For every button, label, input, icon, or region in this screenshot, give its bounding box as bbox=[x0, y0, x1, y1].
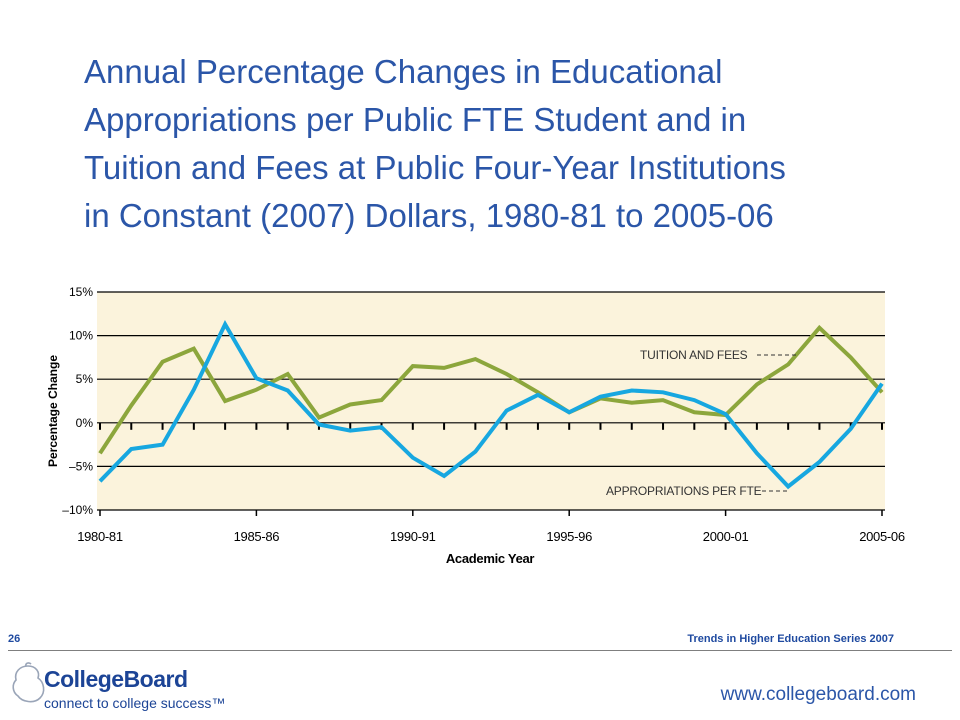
title-line-2: Appropriations per Public FTE Student an… bbox=[84, 101, 747, 138]
x-tick-label-5: 2005-06 bbox=[859, 529, 905, 544]
x-tick-label-2: 1990-91 bbox=[390, 529, 436, 544]
y-axis-label: Percentage Change bbox=[46, 355, 60, 467]
y-tick-label-1: 10% bbox=[69, 329, 93, 343]
y-tick-label-2: 5% bbox=[76, 372, 94, 386]
y-tick-label-0: 15% bbox=[69, 285, 93, 299]
y-tick-label-5: –10% bbox=[62, 503, 93, 517]
website-url: www.collegeboard.com bbox=[720, 684, 916, 705]
tuition-and-fees-label: TUITION AND FEES bbox=[640, 348, 748, 362]
line-chart: 15% 10% 5% 0% –5% –10% 1980-81 1985-86 1990-91 19… bbox=[46, 285, 905, 566]
x-tick-label-4: 2000-01 bbox=[703, 529, 749, 544]
appropriations-per-fte-label: APPROPRIATIONS PER FTE bbox=[606, 484, 762, 498]
x-tick-label-3: 1995-96 bbox=[546, 529, 592, 544]
x-tick-label-0: 1980-81 bbox=[77, 529, 123, 544]
x-axis-label: Academic Year bbox=[446, 551, 535, 566]
title-line-3: Tuition and Fees at Public Four-Year Ins… bbox=[84, 149, 786, 186]
tuition-and-fees-line bbox=[98, 324, 884, 455]
plot-background bbox=[97, 292, 885, 510]
collegeboard-logo: CollegeBoard connect to college success™ bbox=[10, 660, 250, 716]
y-tick-label-4: –5% bbox=[69, 459, 93, 473]
slide-title: Annual Percentage Changes in Educational… bbox=[84, 48, 944, 240]
series-note: Trends in Higher Education Series 2007 bbox=[687, 633, 894, 645]
acorn-icon bbox=[12, 662, 45, 703]
footer-divider bbox=[8, 650, 952, 651]
title-line-1: Annual Percentage Changes in Educational bbox=[84, 53, 723, 90]
title-line-4: in Constant (2007) Dollars, 1980-81 to 2… bbox=[84, 197, 774, 234]
y-tick-label-3: 0% bbox=[76, 416, 94, 430]
logo-tagline: connect to college success™ bbox=[44, 695, 226, 711]
page-number: 26 bbox=[8, 633, 21, 645]
x-tick-label-1: 1985-86 bbox=[234, 529, 280, 544]
appropriations-per-fte-line bbox=[98, 320, 884, 490]
logo-wordmark: CollegeBoard bbox=[44, 666, 188, 692]
